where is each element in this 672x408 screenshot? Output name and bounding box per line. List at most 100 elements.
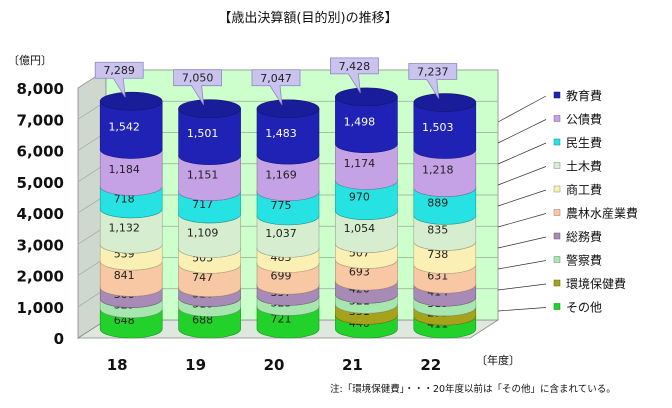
legend-swatch: [553, 162, 561, 169]
legend-label: 警察費: [566, 253, 602, 268]
bar-segment: [99, 91, 163, 159]
legend-swatch: [553, 279, 561, 287]
y-axis-unit: 〔億円〕: [8, 54, 52, 67]
bar-segment-body: [178, 213, 241, 258]
y-tick-label: 3,000: [17, 236, 64, 254]
legend-leader: [497, 213, 547, 228]
y-tick-label: 5,000: [17, 174, 64, 192]
total-label: 7,047: [260, 72, 292, 85]
x-tick-label: 19: [185, 356, 206, 374]
bar-segment-body: [256, 154, 320, 201]
bar-segment-body: [99, 208, 163, 254]
y-tick-label: 1,000: [17, 299, 64, 317]
legend-leader: [497, 119, 547, 144]
y-tick-label: 0: [54, 330, 64, 348]
data-label: 775: [271, 199, 292, 212]
data-label: 1,503: [422, 121, 454, 134]
data-label: 1,498: [344, 115, 376, 128]
legend-label: 土木費: [566, 159, 602, 174]
legend-item: 民生費: [497, 135, 602, 165]
bar-segment-body: [413, 149, 477, 197]
legend-label: 商工費: [566, 182, 602, 197]
legend-label: 教育費: [566, 88, 602, 103]
data-label: 889: [427, 196, 448, 209]
bar-segment-top: [413, 93, 477, 112]
legend-leader: [497, 189, 547, 207]
bar-segment-body: [178, 108, 241, 165]
bar-segment-body: [413, 102, 477, 159]
bar-segment: [178, 99, 241, 165]
data-label: 1,169: [265, 168, 297, 181]
data-label: 747: [192, 271, 213, 284]
legend-swatch: [553, 185, 561, 193]
total-callout: 7,289: [94, 61, 144, 98]
bar-segment-body: [335, 210, 398, 253]
total-label: 7,237: [417, 66, 449, 79]
bar-segment-body: [256, 215, 320, 258]
bar-segment-body: [335, 143, 398, 190]
legend-leader: [497, 142, 547, 165]
legend-swatch: [553, 91, 561, 99]
data-label: 1,184: [108, 163, 140, 176]
legend-swatch: [553, 303, 561, 310]
total-callout-box: [173, 69, 223, 105]
legend-leader: [497, 260, 547, 270]
data-label: 1,542: [108, 120, 140, 133]
y-tick-label: 4,000: [17, 205, 64, 223]
data-label: 1,174: [344, 157, 376, 170]
bar-segment-top: [178, 99, 241, 118]
bar-segment-body: [413, 187, 477, 225]
legend-leader: [497, 307, 547, 312]
chart-title: 【歳出決算額(目的別)の推移】: [218, 10, 397, 26]
bar-segment-body: [413, 215, 477, 251]
total-callout-box: [251, 69, 301, 105]
y-tick-label: 6,000: [17, 143, 64, 161]
total-callout: 7,428: [329, 57, 379, 94]
bar-segment-body: [99, 149, 163, 196]
total-callout-box: [329, 57, 379, 94]
legend-label: 公債費: [566, 112, 602, 127]
data-label: 1,501: [187, 127, 219, 140]
legend-item: 公債費: [497, 112, 602, 144]
bar-segment-top: [256, 99, 320, 119]
total-callout: 7,047: [251, 69, 301, 105]
legend-label: その他: [566, 301, 602, 315]
legend-label: 農林水産業費: [566, 206, 638, 221]
bar-segment-body: [99, 100, 163, 159]
data-label: 738: [427, 248, 448, 261]
data-label: 1,109: [187, 226, 219, 239]
bar-segment-top: [335, 87, 398, 107]
y-tick-label: 8,000: [17, 80, 64, 98]
legend-swatch: [553, 232, 561, 240]
legend-label: 総務費: [566, 229, 602, 244]
legend-item: 環境保健費: [497, 276, 626, 291]
data-label: 1,151: [187, 169, 219, 182]
total-callout-box: [408, 63, 458, 99]
legend-label: 環境保健費: [566, 276, 626, 291]
total-callout: 7,050: [173, 69, 223, 105]
y-tick-label: 7,000: [17, 111, 64, 129]
total-callout-box: [94, 61, 144, 98]
plot-area: 0 1,000 2,000 3,000 4,000 5,000 6,000 7,000 8,00…: [17, 57, 638, 374]
x-tick-label: 22: [420, 356, 441, 374]
bar-segment: [335, 87, 398, 153]
legend-item: 農林水産業費: [497, 206, 638, 228]
legend-swatch: [553, 115, 561, 122]
x-axis-unit: 〔年度〕: [476, 353, 520, 367]
data-label: 718: [114, 193, 135, 206]
data-label: 1,037: [265, 227, 297, 240]
legend-item: 総務費: [497, 229, 602, 249]
data-label: 1,483: [265, 127, 297, 140]
x-tick-label: 18: [107, 356, 128, 374]
bar-segment: [413, 93, 477, 159]
x-tick-label: 20: [264, 356, 285, 374]
data-label: 1,218: [422, 164, 454, 177]
legend-item: 警察費: [497, 253, 602, 270]
legend-item: 教育費: [497, 88, 602, 123]
data-label: 970: [349, 191, 370, 204]
legend-leader: [497, 166, 547, 186]
bar-segment-body: [335, 180, 398, 220]
